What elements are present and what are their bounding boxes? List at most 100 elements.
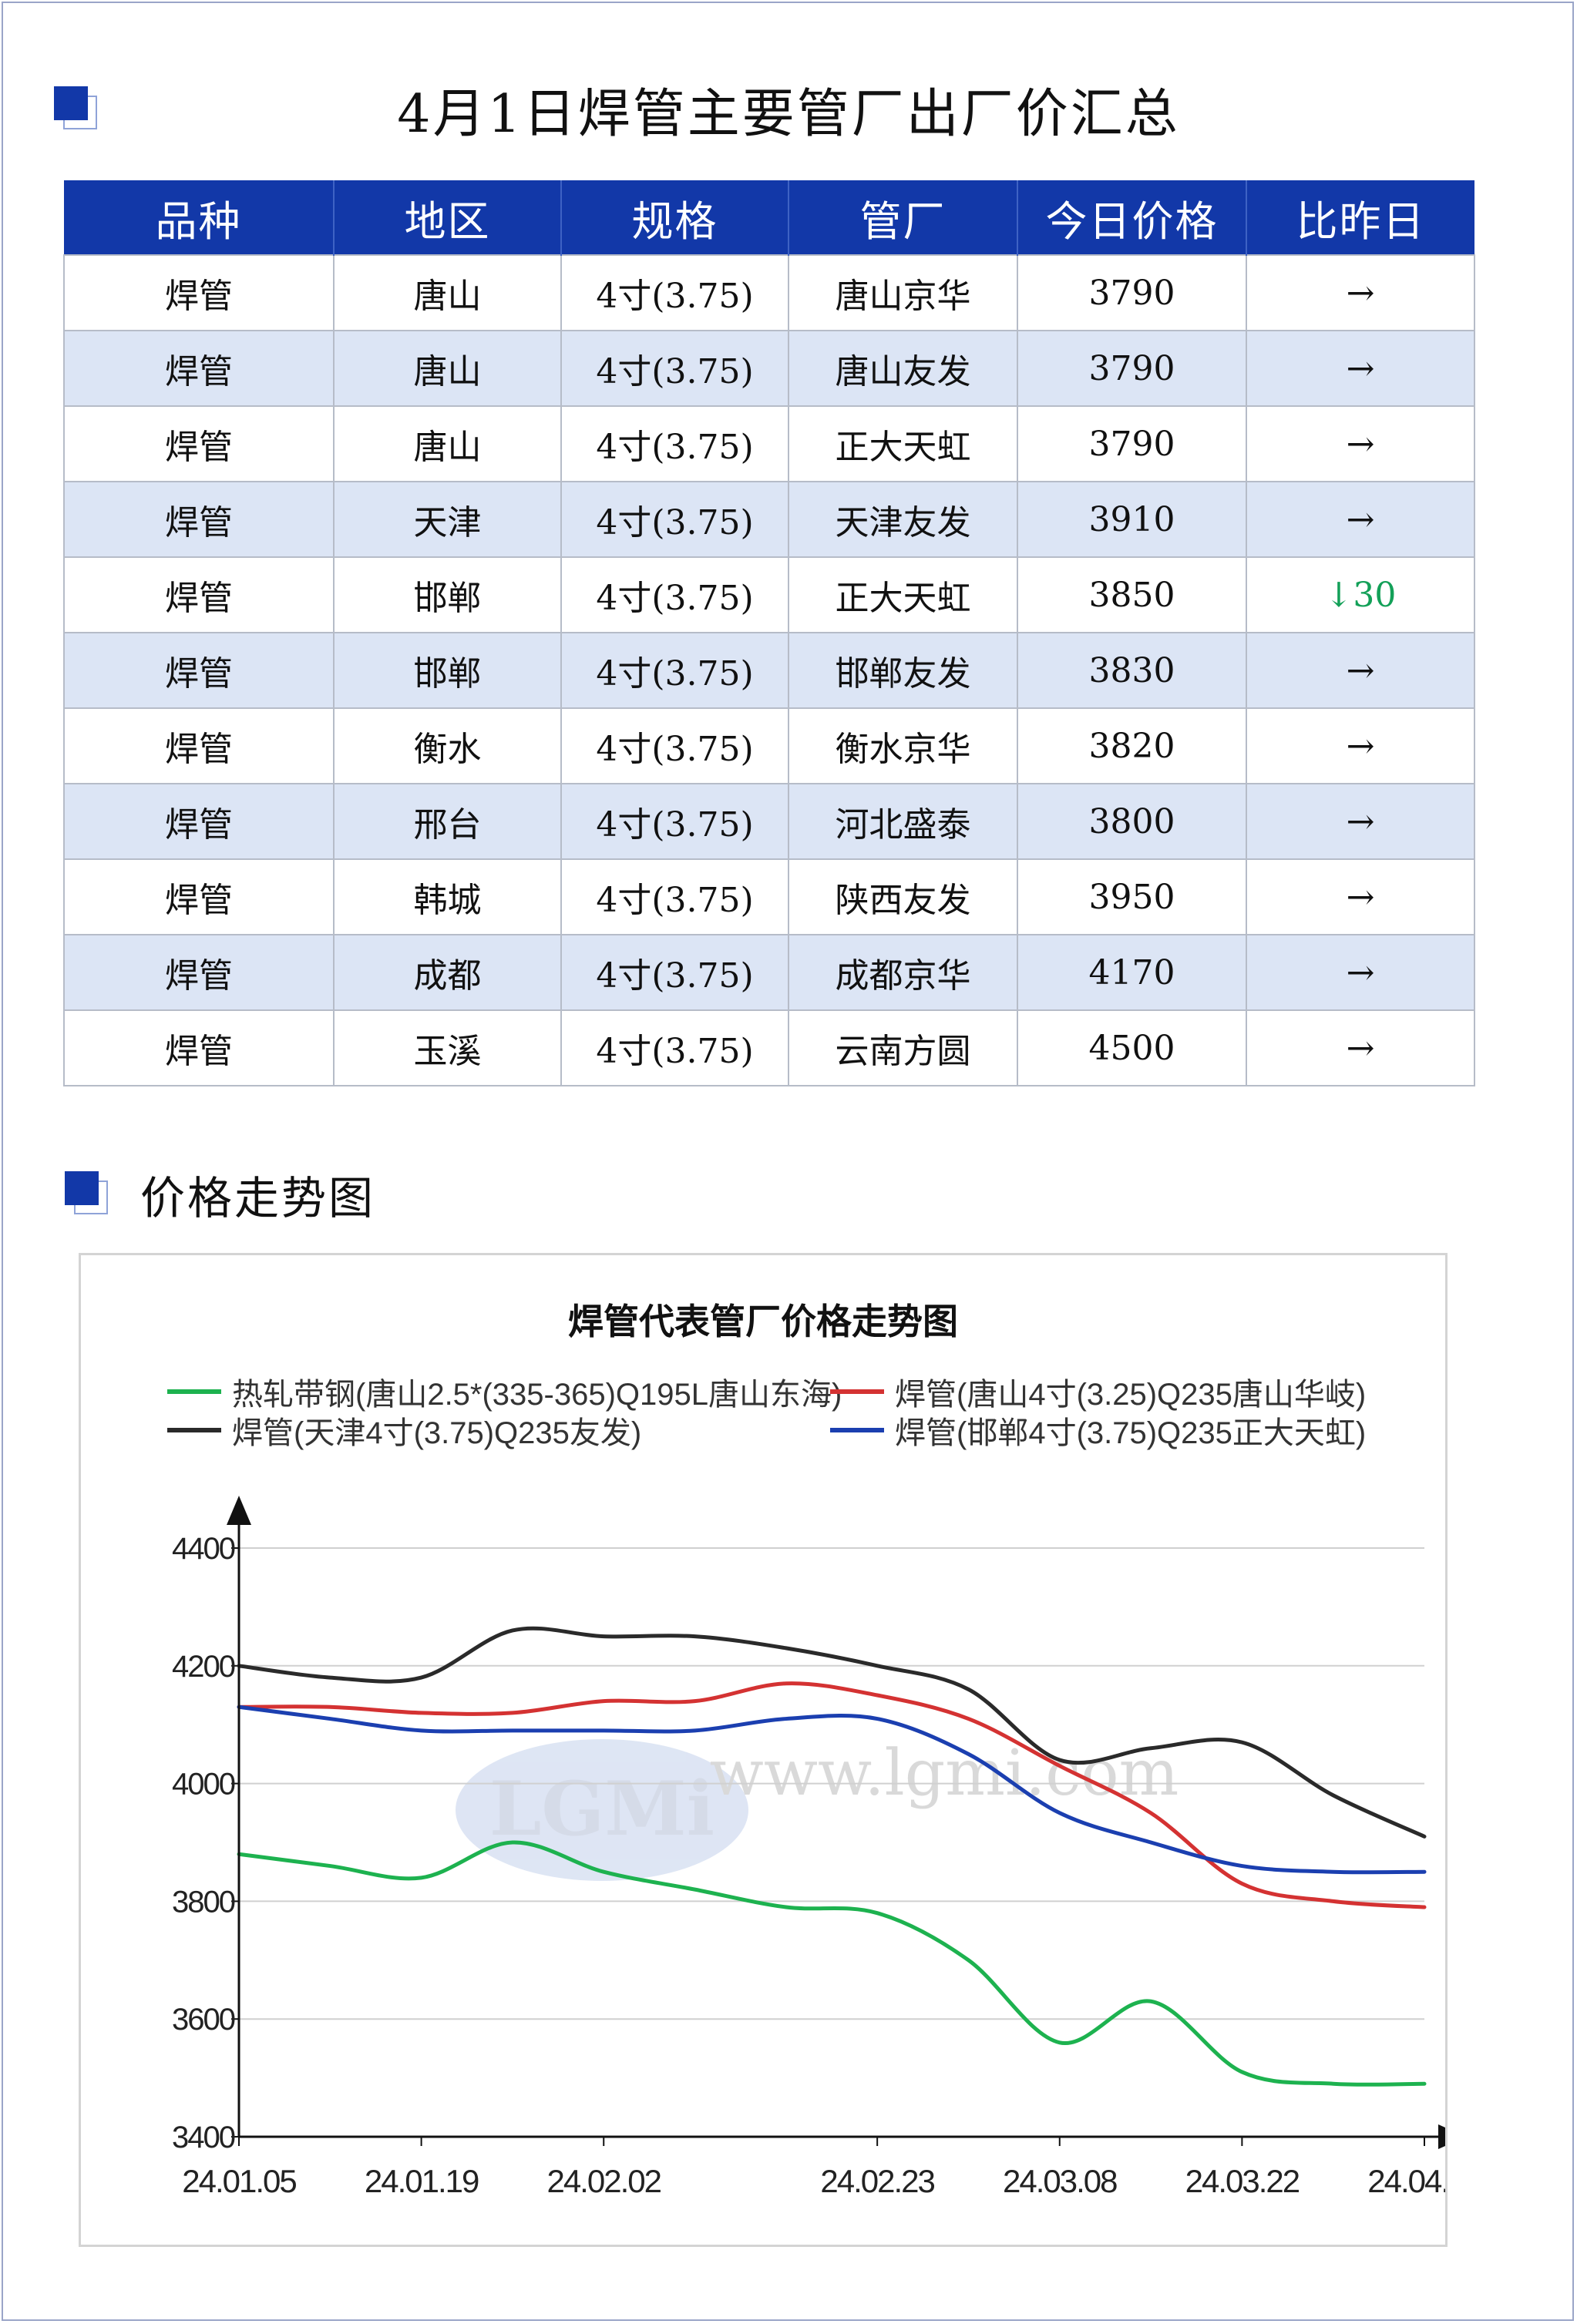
table-cell: 成都 — [333, 934, 562, 1011]
table-cell: 邯郸 — [333, 556, 562, 633]
table-cell: 3830 — [1017, 632, 1247, 709]
change-cell: → — [1246, 783, 1475, 860]
series-line-0 — [237, 1840, 1427, 2087]
change-cell: → — [1246, 858, 1475, 935]
table-cell: 3790 — [1017, 405, 1247, 482]
table-header-cell: 比昨日 — [1246, 180, 1474, 255]
table-cell: 4170 — [1017, 934, 1247, 1011]
table-row: 焊管 唐山 4寸(3.75) 唐山京华 3790 → — [63, 254, 1475, 331]
x-tick-label: 24.01.05 — [182, 2163, 296, 2199]
table-cell: 4寸(3.75) — [560, 1009, 789, 1086]
table-row: 焊管 玉溪 4寸(3.75) 云南方圆 4500 → — [63, 1009, 1475, 1086]
legend-swatch — [167, 1428, 221, 1432]
table-cell: 焊管 — [63, 481, 335, 558]
change-cell: → — [1246, 934, 1475, 1011]
table-cell: 3950 — [1017, 858, 1247, 935]
table-cell: 唐山 — [333, 330, 562, 407]
x-tick-label: 24.02.23 — [820, 2163, 934, 2199]
table-cell: 4寸(3.75) — [560, 858, 789, 935]
table-cell: 焊管 — [63, 858, 335, 935]
table-row: 焊管 唐山 4寸(3.75) 正大天虹 3790 → — [63, 405, 1475, 482]
table-cell: 成都京华 — [788, 934, 1018, 1011]
legend-swatch — [830, 1428, 884, 1432]
section-title: 价格走势图 — [140, 1172, 376, 1224]
table-cell: 衡水京华 — [788, 707, 1018, 784]
table-cell: 3790 — [1017, 254, 1247, 331]
table-row: 焊管 韩城 4寸(3.75) 陕西友发 3950 → — [63, 858, 1475, 935]
table-cell: 4寸(3.75) — [560, 632, 789, 709]
table-cell: 云南方圆 — [788, 1009, 1018, 1086]
table-header-row: 品种 地区 规格 管厂 今日价格 比昨日 — [64, 180, 1474, 255]
table-cell: 陕西友发 — [788, 858, 1018, 935]
x-axis-arrow-icon — [1438, 2124, 1445, 2149]
table-cell: 天津友发 — [788, 481, 1018, 558]
page-title: 4月1日焊管主要管厂出厂价汇总 — [397, 84, 1180, 145]
table-cell: 焊管 — [63, 254, 335, 331]
watermark-logo-text: LGMi — [489, 1765, 715, 1852]
y-axis-arrow-icon — [227, 1496, 251, 1525]
x-tick-label: 24.03.08 — [1003, 2163, 1117, 2199]
price-table: 品种 地区 规格 管厂 今日价格 比昨日 焊管 唐山 4寸(3.75) 唐山京华 3790 → 焊管唐… — [63, 180, 1475, 1086]
table-cell: 3820 — [1017, 707, 1247, 784]
table-cell: 玉溪 — [333, 1009, 562, 1086]
table-cell: 4寸(3.75) — [560, 556, 789, 633]
table-row: 焊管 邢台 4寸(3.75) 河北盛泰 3800 → — [63, 783, 1475, 860]
table-cell: 唐山 — [333, 254, 562, 331]
change-cell: → — [1246, 1009, 1475, 1086]
table-row: 焊管 成都 4寸(3.75) 成都京华 4170 → — [63, 934, 1475, 1011]
y-tick-label: 4200 — [172, 1650, 235, 1684]
table-cell: 焊管 — [63, 632, 335, 709]
y-tick-label: 3400 — [172, 2121, 235, 2154]
change-cell: → — [1246, 254, 1475, 331]
table-cell: 唐山京华 — [788, 254, 1018, 331]
table-cell: 4寸(3.75) — [560, 330, 789, 407]
table-cell: 3800 — [1017, 783, 1247, 860]
change-cell: → — [1246, 707, 1475, 784]
change-cell: → — [1246, 632, 1475, 709]
legend-item-series-2: 焊管(天津4寸(3.75)Q235友发) — [167, 1408, 641, 1452]
chart-panel: 焊管代表管厂价格走势图 热轧带钢(唐山2.5*(335-365)Q195L唐山东… — [79, 1253, 1448, 2247]
table-cell: 邢台 — [333, 783, 562, 860]
table-cell: 3790 — [1017, 330, 1247, 407]
y-tick-label: 3600 — [172, 2003, 235, 2037]
y-tick-label: 4400 — [172, 1532, 235, 1566]
line-chart: LGMi www.lgmi.com 3400 3600 3800 4000 4200 44… — [172, 1496, 1445, 2199]
table-cell: 焊管 — [63, 783, 335, 860]
table-cell: 4寸(3.75) — [560, 934, 789, 1011]
legend-label: 焊管(邯郸4寸(3.75)Q235正大天虹) — [895, 1416, 1367, 1450]
legend-label: 焊管(唐山4寸(3.25)Q235唐山华岐) — [895, 1378, 1367, 1412]
table-cell: 邯郸友发 — [788, 632, 1018, 709]
watermark: LGMi www.lgmi.com — [456, 1737, 1179, 1881]
table-cell: 正大天虹 — [788, 556, 1018, 633]
change-cell: → — [1246, 405, 1475, 482]
table-cell: 焊管 — [63, 934, 335, 1011]
watermark-url: www.lgmi.com — [710, 1737, 1179, 1810]
table-cell: 唐山友发 — [788, 330, 1018, 407]
series-line-2 — [237, 1626, 1427, 1839]
table-cell: 正大天虹 — [788, 405, 1018, 482]
x-tick-label: 24.04.01 — [1367, 2163, 1445, 2199]
section-square-icon — [65, 1171, 111, 1217]
table-row: 焊管 邯郸 4寸(3.75) 邯郸友发 3830 → — [63, 632, 1475, 709]
legend-label: 焊管(天津4寸(3.75)Q235友发) — [232, 1416, 642, 1450]
series-line-3 — [237, 1704, 1427, 1875]
table-row: 焊管 邯郸 4寸(3.75) 正大天虹 3850 ↓30 — [63, 556, 1475, 633]
table-cell: 唐山 — [333, 405, 562, 482]
title-square-icon — [54, 86, 100, 133]
legend-item-series-3: 焊管(邯郸4寸(3.75)Q235正大天虹) — [830, 1408, 1366, 1452]
table-cell: 焊管 — [63, 707, 335, 784]
chart-title: 焊管代表管厂价格走势图 — [568, 1301, 958, 1342]
legend-item-series-1: 焊管(唐山4寸(3.25)Q235唐山华岐) — [830, 1369, 1366, 1414]
table-cell: 焊管 — [63, 556, 335, 633]
table-header-cell: 地区 — [334, 180, 562, 255]
table-header-cell: 今日价格 — [1017, 180, 1247, 255]
table-row: 焊管 唐山 4寸(3.75) 唐山友发 3790 → — [63, 330, 1475, 407]
table-header-cell: 管厂 — [788, 180, 1018, 255]
series-line-1 — [237, 1681, 1427, 1909]
change-cell: ↓30 — [1246, 556, 1475, 633]
table-cell: 4寸(3.75) — [560, 707, 789, 784]
table-header-cell: 品种 — [64, 180, 335, 255]
table-cell: 韩城 — [333, 858, 562, 935]
table-cell: 4寸(3.75) — [560, 783, 789, 860]
